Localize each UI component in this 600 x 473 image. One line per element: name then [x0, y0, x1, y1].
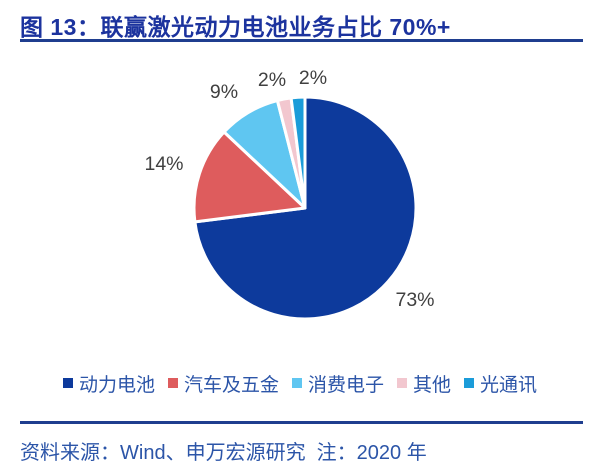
legend-item: 光通讯: [464, 370, 537, 397]
pie-data-label: 2%: [258, 69, 286, 91]
pie-data-label: 9%: [210, 81, 238, 103]
legend-label: 光通讯: [480, 374, 538, 396]
legend-label: 其他: [413, 374, 452, 396]
pie-data-label: 14%: [144, 153, 183, 175]
legend-label: 消费电子: [307, 374, 384, 396]
legend-swatch-icon: [397, 378, 407, 388]
legend-item: 动力电池: [62, 370, 155, 397]
legend-item: 消费电子: [291, 370, 384, 397]
pie-data-label: 2%: [299, 67, 327, 89]
pie-data-label: 73%: [395, 289, 434, 311]
figure-title: 图 13：联赢激光动力电池业务占比 70%+: [20, 14, 451, 40]
source-note: 资料来源：Wind、申万宏源研究 注：2020 年: [20, 442, 427, 464]
legend-label: 动力电池: [78, 374, 155, 396]
legend-swatch-icon: [464, 378, 475, 388]
footer-divider: [20, 421, 583, 424]
pie-slice: [289, 95, 307, 210]
chart-legend: 动力电池 汽车及五金 消费电子 其他 光通讯: [0, 370, 600, 396]
title-divider: [20, 39, 583, 42]
legend-swatch-icon: [167, 378, 178, 388]
pie-slice: [192, 130, 307, 224]
legend-swatch-icon: [291, 378, 302, 388]
legend-swatch-icon: [62, 378, 73, 388]
legend-item: 其他: [397, 370, 451, 397]
legend-item: 汽车及五金: [167, 370, 279, 397]
legend-label: 汽车及五金: [183, 374, 279, 396]
